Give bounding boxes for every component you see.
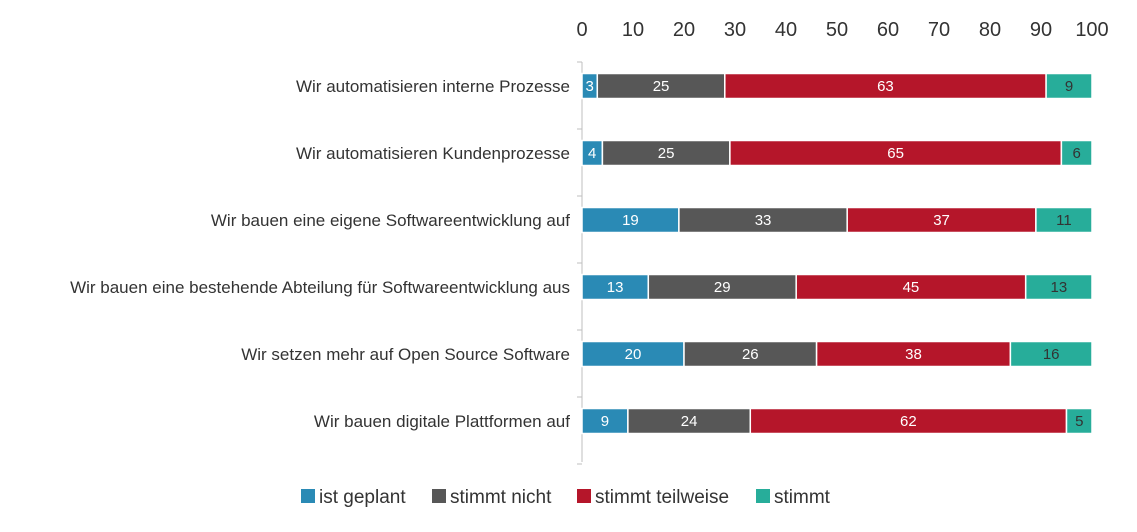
data-label: 16 <box>1043 346 1060 363</box>
bar-segment <box>581 340 685 368</box>
category-label: Wir automatisieren Kundenprozesse <box>296 144 570 163</box>
data-label: 13 <box>607 279 624 296</box>
legend-label: stimmt teilweise <box>595 487 729 508</box>
bar-segment <box>581 206 680 234</box>
data-label: 65 <box>887 145 904 162</box>
bars: 3 25 63 9 4 25 65 6 19 33 37 11 13 29 45 13 20 26 38 16 9 24 6… <box>581 72 1093 435</box>
bar-segment <box>1009 340 1093 368</box>
data-label: 38 <box>905 346 922 363</box>
data-label: 20 <box>625 346 642 363</box>
bar-segment <box>581 273 650 301</box>
x-tick-label: 30 <box>724 19 746 41</box>
data-label: 25 <box>653 78 670 95</box>
bar-segment <box>627 407 752 435</box>
legend-swatch <box>301 489 315 503</box>
bar-segment <box>1045 72 1093 100</box>
bar-segment <box>678 206 848 234</box>
x-tick-label: 40 <box>775 19 797 41</box>
data-label: 29 <box>714 279 731 296</box>
x-tick-label: 50 <box>826 19 848 41</box>
x-tick-label: 80 <box>979 19 1001 41</box>
bar-segment <box>815 340 1012 368</box>
data-label: 19 <box>622 212 639 229</box>
x-tick-label: 70 <box>928 19 950 41</box>
x-axis: 0 10 20 30 40 50 60 70 80 90 100 <box>576 19 1108 41</box>
bar-segment <box>1065 407 1093 435</box>
category-label: Wir bauen digitale Plattformen auf <box>314 412 570 431</box>
bar-segment <box>1060 139 1093 167</box>
data-label: 26 <box>742 346 759 363</box>
x-tick-label: 0 <box>576 19 587 41</box>
legend: ist geplant stimmt nicht stimmt teilweise s… <box>301 487 831 508</box>
legend-swatch <box>432 489 446 503</box>
data-label: 9 <box>601 413 609 430</box>
x-tick-label: 60 <box>877 19 899 41</box>
bar-segment <box>683 340 818 368</box>
bar-segment <box>596 72 726 100</box>
category-label: Wir bauen eine eigene Softwareentwicklun… <box>211 211 570 230</box>
category-label: Wir bauen eine bestehende Abteilung für … <box>70 278 570 297</box>
x-tick-label: 10 <box>622 19 644 41</box>
data-label: 25 <box>658 145 675 162</box>
bar-segment <box>795 273 1027 301</box>
x-tick-label: 90 <box>1030 19 1052 41</box>
legend-label: stimmt nicht <box>450 487 552 508</box>
data-label: 4 <box>588 145 596 162</box>
data-label: 45 <box>903 279 920 296</box>
legend-swatch <box>756 489 770 503</box>
data-label: 11 <box>1056 212 1072 229</box>
data-label: 24 <box>681 413 698 430</box>
data-label: 6 <box>1073 145 1081 162</box>
bar-segment <box>647 273 797 301</box>
x-tick-label: 20 <box>673 19 695 41</box>
data-label: 3 <box>585 78 593 95</box>
data-label: 13 <box>1051 279 1068 296</box>
category-label: Wir setzen mehr auf Open Source Software <box>241 345 570 364</box>
legend-label: stimmt <box>774 487 831 508</box>
data-label: 33 <box>755 212 772 229</box>
data-label: 37 <box>933 212 950 229</box>
y-axis <box>577 61 583 465</box>
legend-label: ist geplant <box>319 487 406 508</box>
data-label: 63 <box>877 78 894 95</box>
x-tick-label: 100 <box>1075 19 1108 41</box>
bar-segment <box>1024 273 1093 301</box>
category-label: Wir automatisieren interne Prozesse <box>296 77 570 96</box>
legend-swatch <box>577 489 591 503</box>
category-labels: Wir automatisieren interne Prozesse Wir a… <box>70 77 570 431</box>
bar-segment <box>749 407 1068 435</box>
bar-segment <box>1035 206 1093 234</box>
bar-segment <box>724 72 1047 100</box>
data-label: 5 <box>1075 413 1083 430</box>
data-label: 9 <box>1065 78 1073 95</box>
data-label: 62 <box>900 413 917 430</box>
